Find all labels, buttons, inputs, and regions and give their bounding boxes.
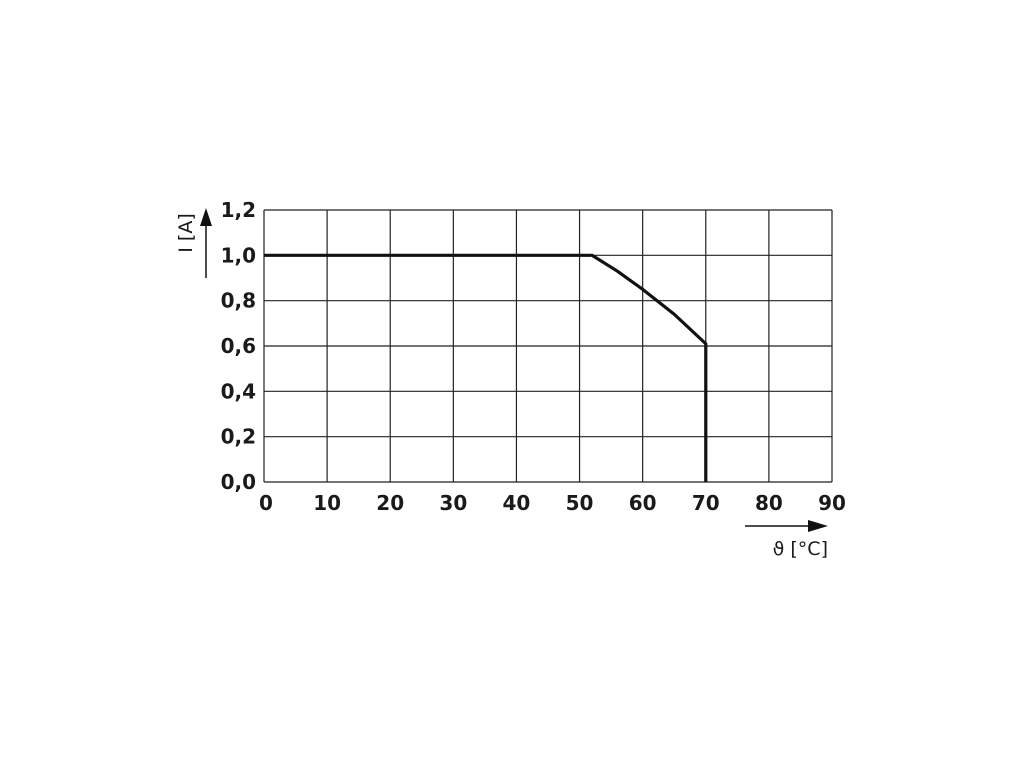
series-line	[264, 253, 708, 482]
y-tick-label: 0,4	[221, 379, 256, 403]
y-axis-label: I [A]	[175, 213, 197, 252]
x-tick-label: 90	[818, 491, 846, 515]
x-tick-label: 30	[439, 491, 467, 515]
x-tick-label: 40	[503, 491, 531, 515]
x-axis-arrow	[745, 520, 828, 532]
y-tick-label: 1,0	[221, 243, 256, 267]
y-tick-labels: 0,0 0,2 0,4 0,6 0,8 1,0 1,2	[221, 198, 256, 494]
x-tick-label: 70	[692, 491, 720, 515]
x-tick-label: 60	[629, 491, 657, 515]
y-tick-label: 0,0	[221, 470, 256, 494]
y-tick-label: 0,8	[221, 289, 256, 313]
y-axis-arrow	[200, 208, 212, 278]
x-tick-label: 80	[755, 491, 783, 515]
x-tick-label: 20	[376, 491, 404, 515]
x-tick-labels: 0 10 20 30 40 50 60 70 80 90	[259, 491, 846, 515]
y-tick-label: 1,2	[221, 198, 256, 222]
grid	[263, 209, 833, 483]
x-axis-label: ϑ [°C]	[773, 538, 828, 560]
y-tick-label: 0,6	[221, 334, 256, 358]
x-tick-label: 0	[259, 491, 273, 515]
x-tick-label: 50	[566, 491, 594, 515]
y-tick-label: 0,2	[221, 425, 256, 449]
x-tick-label: 10	[313, 491, 341, 515]
